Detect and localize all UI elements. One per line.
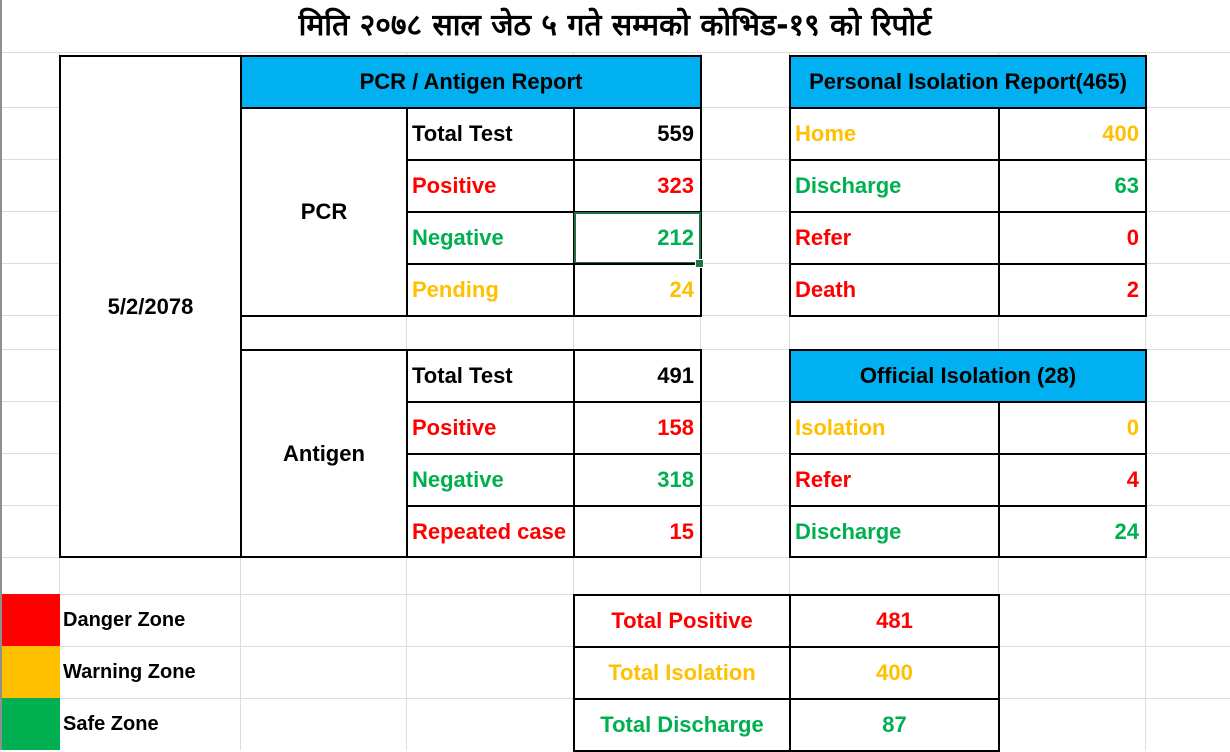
pcr-negative-value-selected-cell[interactable]: 212: [573, 211, 702, 265]
cell-fill-handle[interactable]: [695, 259, 704, 268]
antigen-positive-value[interactable]: 158: [573, 401, 702, 455]
pcr-pending-label[interactable]: Pending: [406, 263, 575, 317]
pcr-pending-value[interactable]: 24: [573, 263, 702, 317]
date-cell[interactable]: 5/2/2078: [59, 55, 242, 558]
total-positive-value[interactable]: 481: [789, 594, 1000, 648]
safe-zone-swatch[interactable]: [2, 698, 60, 750]
antigen-repeated-case-label[interactable]: Repeated case: [406, 505, 575, 558]
official-isolation-label[interactable]: Isolation: [789, 401, 1000, 455]
pcr-total-test-label[interactable]: Total Test: [406, 107, 575, 161]
antigen-group-label[interactable]: Antigen: [240, 349, 408, 558]
antigen-negative-label[interactable]: Negative: [406, 453, 575, 507]
personal-isolation-header[interactable]: Personal Isolation Report(465): [789, 55, 1147, 109]
official-discharge-value[interactable]: 24: [998, 505, 1147, 558]
personal-refer-label[interactable]: Refer: [789, 211, 1000, 265]
warning-zone-swatch[interactable]: [2, 646, 60, 698]
pcr-antigen-header[interactable]: PCR / Antigen Report: [240, 55, 702, 109]
pcr-group-label[interactable]: PCR: [240, 107, 408, 317]
pcr-positive-label[interactable]: Positive: [406, 159, 575, 213]
antigen-negative-value[interactable]: 318: [573, 453, 702, 507]
sheet-left-edge: [0, 0, 2, 750]
official-isolation-value[interactable]: 0: [998, 401, 1147, 455]
safe-zone-label[interactable]: Safe Zone: [63, 713, 159, 735]
total-isolation-label[interactable]: Total Isolation: [573, 646, 791, 700]
official-refer-value[interactable]: 4: [998, 453, 1147, 507]
personal-refer-value[interactable]: 0: [998, 211, 1147, 265]
total-isolation-value[interactable]: 400: [789, 646, 1000, 700]
danger-zone-swatch[interactable]: [2, 594, 60, 646]
pcr-negative-label[interactable]: Negative: [406, 211, 575, 265]
total-positive-label[interactable]: Total Positive: [573, 594, 791, 648]
pcr-total-test-value[interactable]: 559: [573, 107, 702, 161]
report-title[interactable]: मिति २०७८ साल जेठ ५ गते सम्मको कोभिड-१९ …: [298, 8, 932, 43]
danger-zone-label[interactable]: Danger Zone: [63, 609, 186, 631]
official-refer-label[interactable]: Refer: [789, 453, 1000, 507]
personal-home-value[interactable]: 400: [998, 107, 1147, 161]
antigen-positive-label[interactable]: Positive: [406, 401, 575, 455]
personal-discharge-value[interactable]: 63: [998, 159, 1147, 213]
antigen-total-test-value[interactable]: 491: [573, 349, 702, 403]
total-discharge-value[interactable]: 87: [789, 698, 1000, 752]
official-isolation-header[interactable]: Official Isolation (28): [789, 349, 1147, 403]
antigen-repeated-case-value[interactable]: 15: [573, 505, 702, 558]
personal-death-label[interactable]: Death: [789, 263, 1000, 317]
personal-discharge-label[interactable]: Discharge: [789, 159, 1000, 213]
total-discharge-label[interactable]: Total Discharge: [573, 698, 791, 752]
pcr-positive-value[interactable]: 323: [573, 159, 702, 213]
official-discharge-label[interactable]: Discharge: [789, 505, 1000, 558]
personal-home-label[interactable]: Home: [789, 107, 1000, 161]
warning-zone-label[interactable]: Warning Zone: [63, 661, 196, 683]
personal-death-value[interactable]: 2: [998, 263, 1147, 317]
antigen-total-test-label[interactable]: Total Test: [406, 349, 575, 403]
